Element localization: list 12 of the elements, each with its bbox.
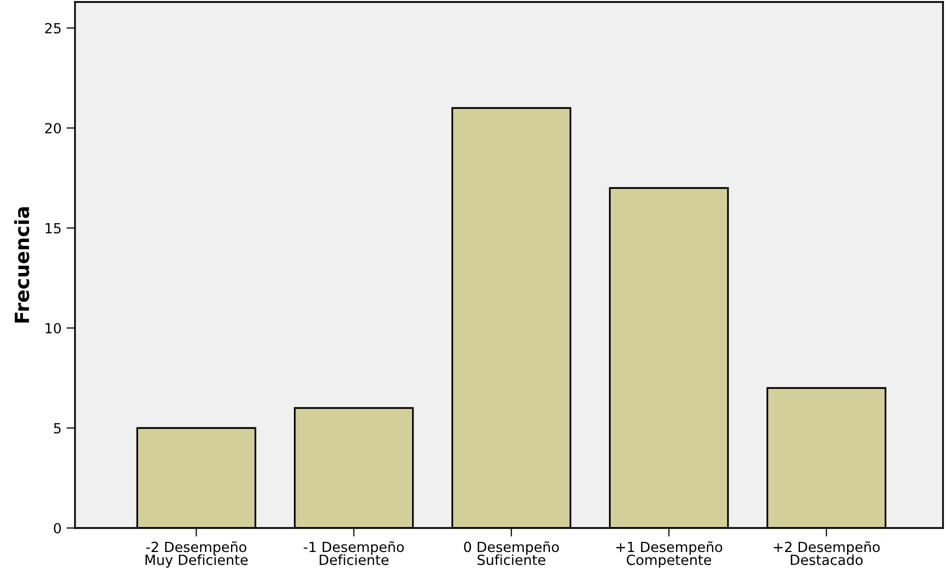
x-tick-label: +2 Desempeño Destacado	[774, 541, 880, 566]
y-tick-label: 20	[45, 122, 61, 134]
x-tick-label: +1 Desempeño Competente	[616, 541, 722, 568]
y-tick-label: 15	[46, 223, 61, 234]
y-tick-label: 10	[46, 322, 61, 334]
x-tick-label: -2 Desempeño Muy Deficiente	[146, 541, 248, 568]
y-tick-label: 0	[54, 522, 61, 534]
y-axis-title: Frecuencia	[14, 207, 30, 322]
y-tick-label: 25	[45, 22, 61, 34]
y-tick-label: 5	[54, 423, 61, 434]
x-tick-label: 0 Desempeño Suficiente	[464, 541, 559, 566]
x-tick-label: -1 Desempeño Deficiente	[304, 541, 404, 566]
